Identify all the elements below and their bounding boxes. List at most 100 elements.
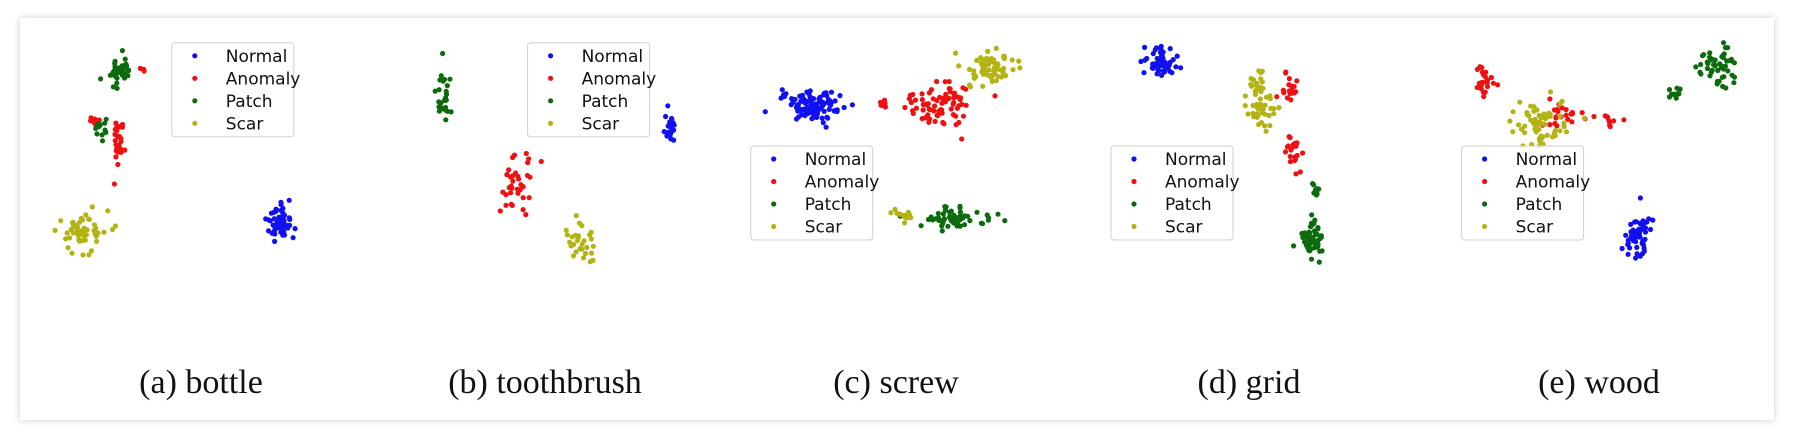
- point-patch: [1720, 40, 1727, 46]
- point-scar: [978, 55, 984, 61]
- point-normal: [820, 120, 826, 126]
- point-anomaly: [1551, 107, 1558, 113]
- point-anomaly: [137, 65, 143, 71]
- point-scar: [1507, 118, 1513, 124]
- point-anomaly: [951, 90, 958, 96]
- point-scar: [67, 235, 73, 241]
- point-anomaly: [1482, 89, 1488, 95]
- point-scar: [88, 248, 95, 254]
- point-normal: [290, 235, 296, 241]
- point-scar: [1532, 126, 1538, 132]
- point-scar: [1256, 121, 1262, 128]
- point-patch: [438, 73, 444, 79]
- point-anomaly: [931, 108, 937, 114]
- point-anomaly: [1294, 78, 1300, 84]
- point-normal: [667, 119, 673, 125]
- series-normal: [1619, 195, 1656, 261]
- point-normal: [266, 228, 272, 234]
- point-normal: [837, 93, 843, 99]
- point-anomaly: [926, 106, 932, 112]
- point-patch: [945, 223, 951, 229]
- point-patch: [1311, 228, 1318, 234]
- point-anomaly: [1286, 76, 1292, 82]
- point-anomaly: [948, 106, 954, 112]
- point-normal: [1173, 64, 1179, 70]
- point-scar: [1242, 103, 1248, 109]
- legend-label-patch: Patch: [1516, 195, 1563, 215]
- point-anomaly: [1283, 69, 1289, 75]
- point-normal: [795, 106, 801, 112]
- point-scar: [888, 210, 894, 216]
- point-scar: [902, 220, 908, 226]
- point-patch: [443, 88, 449, 94]
- point-normal: [1142, 44, 1148, 50]
- point-scar: [1526, 113, 1532, 119]
- point-patch: [951, 220, 957, 226]
- point-normal: [280, 205, 286, 212]
- point-patch: [1308, 256, 1315, 262]
- point-scar: [83, 232, 89, 238]
- point-normal: [274, 207, 280, 213]
- point-patch: [102, 120, 108, 126]
- point-patch: [995, 211, 1001, 217]
- point-scar: [1537, 138, 1543, 144]
- point-scar: [1010, 67, 1016, 73]
- legend-marker-scar: [1131, 223, 1137, 230]
- point-patch: [125, 67, 131, 73]
- point-scar: [579, 246, 585, 252]
- point-scar: [1559, 98, 1565, 104]
- point-scar: [1510, 109, 1516, 115]
- point-scar: [1531, 108, 1537, 114]
- point-normal: [819, 115, 825, 121]
- point-patch: [930, 217, 936, 223]
- point-anomaly: [527, 174, 533, 180]
- point-patch: [962, 213, 968, 219]
- point-scar: [995, 73, 1001, 80]
- series-anomaly: [1474, 64, 1627, 130]
- point-normal: [762, 109, 768, 115]
- point-patch: [1316, 186, 1322, 192]
- legend-label-anomaly: Anomaly: [805, 173, 880, 193]
- point-normal: [1153, 45, 1159, 51]
- point-scar: [1510, 129, 1516, 135]
- point-scar: [80, 252, 86, 258]
- point-scar: [573, 249, 579, 255]
- point-scar: [993, 45, 999, 51]
- point-normal: [667, 133, 673, 139]
- point-scar: [1517, 99, 1523, 105]
- point-normal: [1636, 226, 1642, 232]
- legend-label-scar: Scar: [582, 114, 620, 134]
- point-patch: [94, 131, 100, 137]
- point-scar: [563, 227, 569, 233]
- point-patch: [1708, 57, 1714, 63]
- point-anomaly: [1297, 169, 1303, 175]
- point-normal: [1647, 226, 1654, 233]
- point-anomaly: [510, 178, 516, 184]
- point-anomaly: [1481, 70, 1487, 76]
- point-normal: [816, 106, 822, 112]
- caption-toothbrush: (b) toothbrush: [448, 364, 642, 401]
- point-anomaly: [926, 90, 932, 96]
- point-normal: [1150, 65, 1156, 71]
- point-anomaly: [118, 139, 124, 145]
- legend-label-normal: Normal: [1165, 150, 1227, 170]
- point-scar: [95, 230, 101, 236]
- point-scar: [1537, 120, 1543, 126]
- point-scar: [112, 223, 118, 229]
- legend-marker-scar: [548, 120, 554, 126]
- point-patch: [1725, 68, 1731, 74]
- point-normal: [1141, 70, 1147, 76]
- point-anomaly: [1284, 95, 1291, 101]
- point-normal: [281, 218, 287, 225]
- series-normal: [1138, 43, 1184, 78]
- point-patch: [957, 209, 963, 215]
- point-normal: [1644, 219, 1650, 225]
- point-anomaly: [1291, 83, 1297, 90]
- point-anomaly: [1294, 152, 1300, 159]
- point-scar: [70, 230, 76, 236]
- point-normal: [1636, 234, 1642, 240]
- point-scar: [956, 63, 962, 69]
- point-patch: [121, 65, 127, 71]
- point-normal: [1159, 72, 1165, 78]
